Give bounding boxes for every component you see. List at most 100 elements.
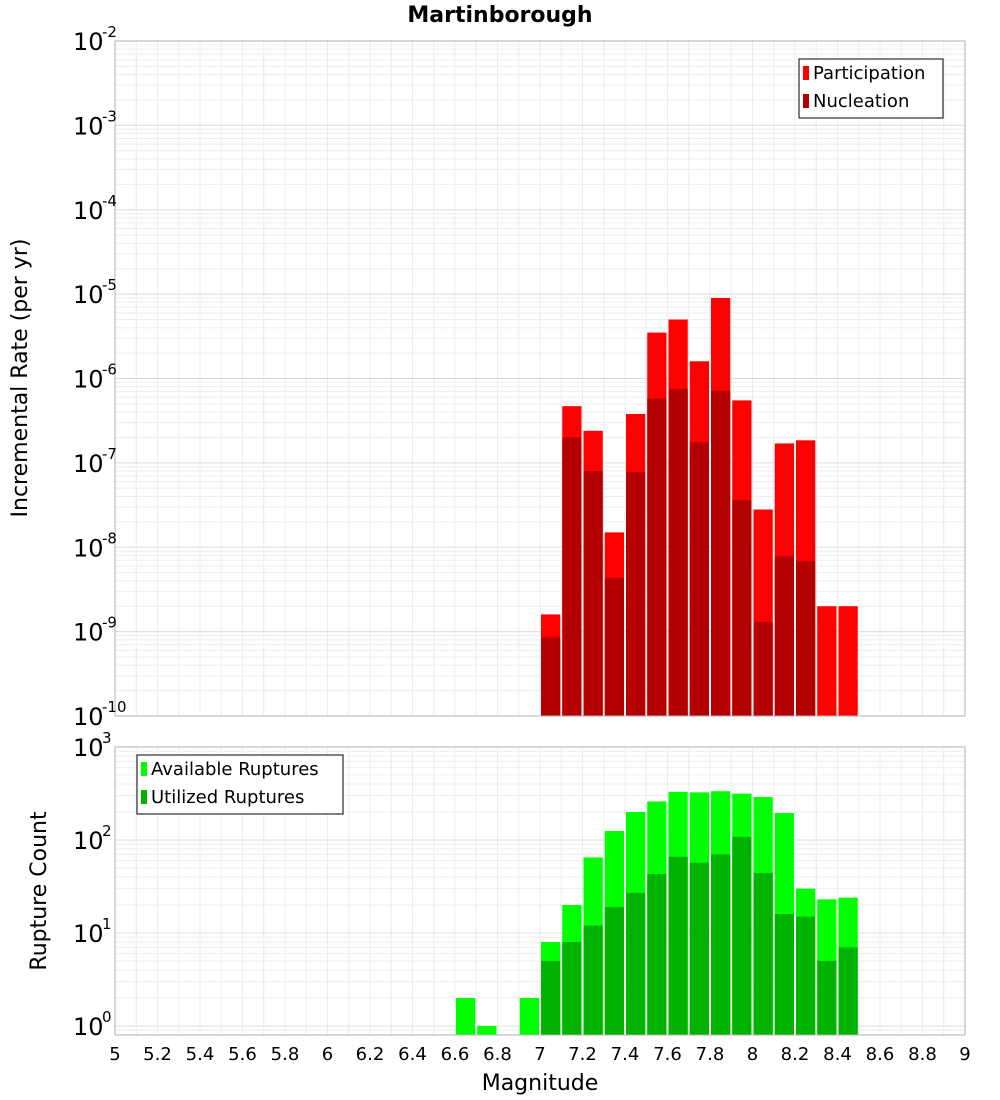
y-tick-label: 10 [73, 112, 104, 140]
x-tick-label: 7.8 [696, 1044, 725, 1065]
count-plot-frame [114, 746, 966, 1036]
x-tick-label: 8 [747, 1044, 758, 1065]
rate-bars [541, 297, 858, 716]
legend-swatch [141, 762, 147, 776]
legend-label: Nucleation [813, 91, 909, 112]
legend-swatch [803, 66, 809, 80]
bar-utilized-ruptures [753, 873, 773, 1035]
x-tick-label: 8.2 [781, 1044, 810, 1065]
x-tick-label: 6.2 [356, 1044, 385, 1065]
bar-nucleation [647, 398, 667, 716]
bar-utilized-ruptures [604, 907, 624, 1035]
bar-nucleation [604, 578, 624, 716]
bar-utilized-ruptures [796, 916, 816, 1035]
x-tick-label: 8.8 [908, 1044, 937, 1065]
x-tick-label: 5.8 [271, 1044, 300, 1065]
y-tick-label: 10 [73, 827, 104, 855]
y-tick-label: 10 [73, 450, 104, 478]
bar-available-ruptures [519, 997, 539, 1035]
x-tick-label: 6 [322, 1044, 333, 1065]
x-tick-label: 8.4 [823, 1044, 852, 1065]
bar-nucleation [711, 390, 731, 716]
y-tick-label: 10 [73, 619, 104, 647]
y-tick-label: 10 [73, 281, 104, 309]
rate-y-ticks: 10-210-310-410-510-610-710-810-910-10 [73, 23, 127, 731]
y-tick-exponent: -2 [102, 23, 117, 41]
rate-panel: 10-210-310-410-510-610-710-810-910-10 In… [8, 23, 966, 731]
legend-box [798, 58, 944, 119]
y-tick-label: 10 [73, 28, 104, 56]
rate-plot-frame [114, 40, 966, 717]
bar-participation [817, 606, 837, 716]
legend-label: Available Ruptures [151, 759, 319, 780]
bar-utilized-ruptures [583, 925, 603, 1035]
bar-utilized-ruptures [774, 914, 794, 1035]
x-tick-label: 7 [534, 1044, 545, 1065]
legend-swatch [803, 94, 809, 108]
legend-swatch [141, 790, 147, 804]
x-tick-label: 6.8 [483, 1044, 512, 1065]
y-tick-exponent: -9 [102, 614, 117, 632]
y-tick-exponent: 1 [102, 915, 112, 933]
x-axis-label: Magnitude [482, 1071, 599, 1096]
bar-utilized-ruptures [689, 862, 709, 1035]
rate-legend: Participation Nucleation [798, 58, 944, 119]
bar-utilized-ruptures [541, 960, 561, 1035]
y-tick-label: 10 [73, 734, 104, 762]
y-tick-label: 10 [73, 366, 104, 394]
legend-label: Participation [813, 63, 925, 84]
y-tick-exponent: 0 [102, 1008, 112, 1026]
rate-grid [114, 40, 966, 717]
bar-utilized-ruptures [562, 942, 582, 1035]
count-legend: Available Ruptures Utilized Ruptures [136, 754, 344, 815]
x-tick-label: 5 [109, 1044, 120, 1065]
bar-utilized-ruptures [838, 947, 858, 1035]
y-tick-exponent: -5 [102, 276, 117, 294]
y-tick-exponent: -8 [102, 529, 117, 547]
bar-nucleation [562, 437, 582, 716]
bar-nucleation [626, 471, 646, 716]
chart-title: Martinborough [407, 3, 592, 28]
x-tick-label: 6.6 [441, 1044, 470, 1065]
bar-utilized-ruptures [732, 836, 752, 1035]
bar-utilized-ruptures [626, 892, 646, 1035]
bar-nucleation [796, 561, 816, 716]
bar-nucleation [689, 442, 709, 716]
count-y-axis-label: Rupture Count [27, 811, 52, 971]
x-tick-label: 7.6 [653, 1044, 682, 1065]
bar-nucleation [668, 389, 688, 716]
bar-nucleation [774, 556, 794, 716]
bar-nucleation [732, 500, 752, 716]
x-tick-label: 6.4 [398, 1044, 427, 1065]
bar-available-ruptures [477, 1025, 497, 1035]
y-tick-exponent: -7 [102, 445, 117, 463]
bar-utilized-ruptures [668, 856, 688, 1035]
y-tick-exponent: -6 [102, 361, 117, 379]
y-tick-exponent: -10 [102, 698, 127, 716]
bar-utilized-ruptures [711, 854, 731, 1035]
x-tick-label: 7.4 [611, 1044, 640, 1065]
x-tick-label: 5.6 [228, 1044, 257, 1065]
legend-label: Utilized Ruptures [151, 787, 304, 808]
y-tick-label: 10 [73, 534, 104, 562]
legend-box [136, 754, 344, 815]
y-tick-exponent: -3 [102, 107, 117, 125]
rate-y-axis-label: Incremental Rate (per yr) [8, 239, 33, 518]
bar-utilized-ruptures [817, 960, 837, 1035]
x-tick-label: 5.2 [143, 1044, 172, 1065]
y-tick-exponent: 3 [102, 729, 112, 747]
bar-nucleation [753, 622, 773, 716]
bar-participation [838, 606, 858, 716]
bar-nucleation [583, 471, 603, 716]
y-tick-label: 10 [73, 703, 104, 731]
magnitude-x-ticks: 5 5.2 5.4 5.6 5.8 6 6.2 6.4 6.6 6.8 7 7.2 7.4 7.6 7.8 8… [109, 1044, 970, 1065]
count-bars [456, 791, 858, 1035]
x-tick-label: 8.6 [866, 1044, 895, 1065]
x-tick-label: 9 [959, 1044, 970, 1065]
bar-available-ruptures [456, 997, 476, 1035]
x-tick-label: 7.2 [568, 1044, 597, 1065]
y-tick-label: 10 [73, 920, 104, 948]
